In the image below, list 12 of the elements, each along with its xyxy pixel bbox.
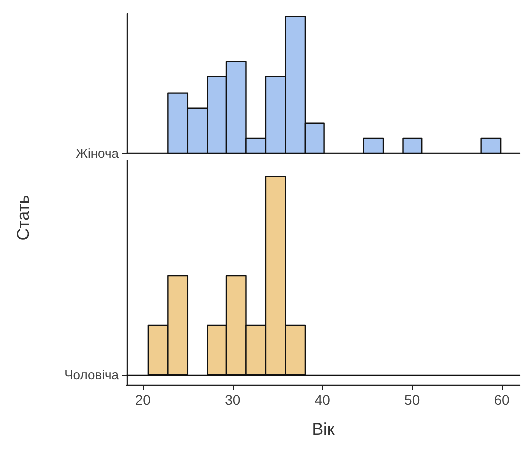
y-axis-title: Стать [14, 195, 34, 241]
x-axis-title: Вік [312, 420, 336, 439]
text: Чоловіча [64, 368, 120, 383]
bar [480, 138, 502, 154]
bar [402, 138, 423, 154]
text: Жіноча [76, 146, 120, 161]
x-tick-label: 50 [404, 392, 420, 408]
bar [363, 138, 384, 154]
x-tick-label: 60 [494, 392, 510, 408]
x-tick-label: 40 [314, 392, 331, 408]
x-tick-label: 20 [135, 392, 152, 408]
x-tick-label: 30 [225, 392, 241, 408]
